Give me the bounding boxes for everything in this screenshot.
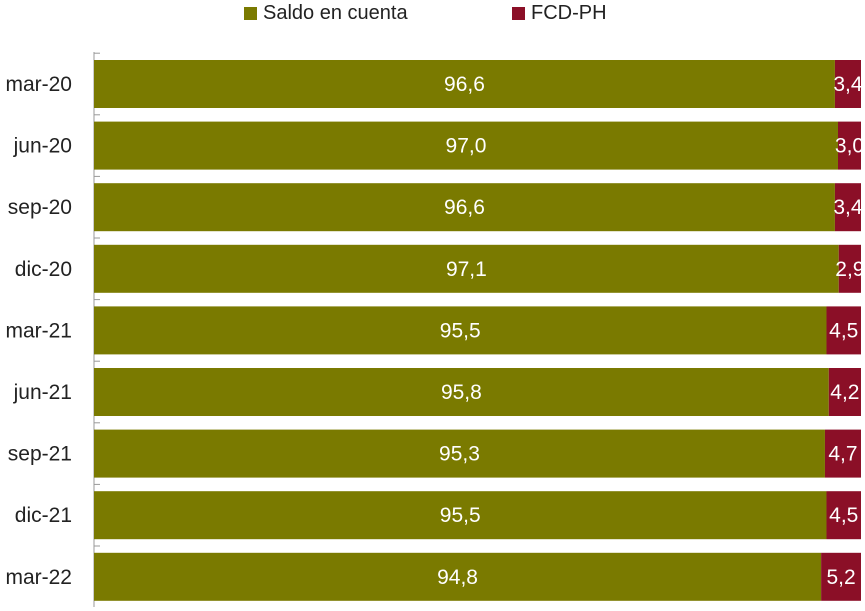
bar-fcd-ph <box>828 368 861 416</box>
legend-item-fcd-ph: FCD-PH <box>512 2 607 25</box>
bar-fcd-ph <box>837 121 861 170</box>
bar-saldo-en-cuenta <box>94 306 827 355</box>
category-label: mar-21 <box>5 319 72 342</box>
data-label: 3,4 <box>833 196 863 219</box>
category-label: jun-20 <box>13 135 72 158</box>
legend-item-saldo: Saldo en cuenta <box>244 2 408 25</box>
data-label: 4,7 <box>828 443 857 466</box>
bar-saldo-en-cuenta <box>94 368 829 416</box>
data-label: 2,9 <box>835 258 864 281</box>
bar-saldo-en-cuenta <box>94 244 839 293</box>
data-label: 3,0 <box>835 135 864 158</box>
bar-saldo-en-cuenta <box>94 183 835 232</box>
category-label: jun-21 <box>13 381 72 404</box>
legend-label-saldo: Saldo en cuenta <box>263 2 408 24</box>
data-label: 95,8 <box>441 381 482 404</box>
data-label: 95,5 <box>440 504 481 527</box>
bar-saldo-en-cuenta <box>94 121 838 170</box>
data-label: 3,4 <box>833 73 863 96</box>
bar-fcd-ph <box>826 306 861 355</box>
bar-saldo-en-cuenta <box>94 552 822 601</box>
bar-fcd-ph <box>821 552 861 601</box>
legend-swatch-saldo <box>244 7 257 20</box>
data-label: 97,0 <box>446 135 487 158</box>
category-label: dic-20 <box>15 258 72 281</box>
category-label: mar-20 <box>5 73 72 96</box>
data-label: 4,5 <box>829 504 858 527</box>
bar-fcd-ph <box>838 244 861 293</box>
data-label: 97,1 <box>446 258 487 281</box>
data-label: 94,8 <box>437 566 478 589</box>
bar-saldo-en-cuenta <box>94 60 835 108</box>
category-label: mar-22 <box>5 566 72 589</box>
bar-fcd-ph <box>824 429 861 478</box>
category-label: sep-20 <box>8 196 72 219</box>
chart-legend: Saldo en cuenta FCD-PH <box>0 0 865 30</box>
bar-saldo-en-cuenta <box>94 429 825 478</box>
category-label: sep-21 <box>8 443 72 466</box>
data-label: 96,6 <box>444 196 485 219</box>
bar-fcd-ph <box>834 60 861 108</box>
legend-label-fcd-ph: FCD-PH <box>531 2 607 24</box>
category-label: dic-21 <box>15 504 72 527</box>
legend-swatch-fcd-ph <box>512 7 525 20</box>
data-label: 96,6 <box>444 73 485 96</box>
data-label: 95,3 <box>439 443 480 466</box>
data-label: 5,2 <box>826 566 855 589</box>
data-label: 4,5 <box>829 319 858 342</box>
bar-saldo-en-cuenta <box>94 491 827 540</box>
data-label: 4,2 <box>830 381 859 404</box>
bar-fcd-ph <box>826 491 861 540</box>
bar-fcd-ph <box>834 183 861 232</box>
data-label: 95,5 <box>440 319 481 342</box>
